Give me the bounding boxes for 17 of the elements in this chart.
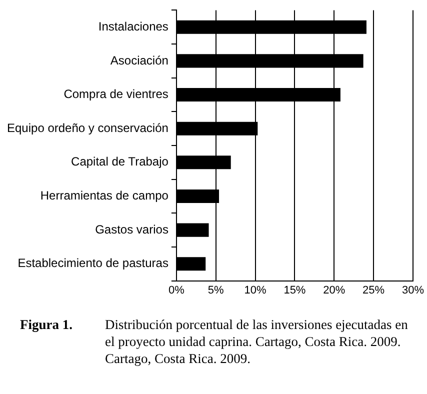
y-tick-label: Establecimiento de pasturas [18, 256, 168, 270]
x-tick-label: 5% [208, 284, 224, 296]
x-tick-label: 20% [323, 284, 346, 296]
text: Figura 1. [20, 316, 74, 334]
y-tick-label: Asociación [110, 53, 168, 68]
x-tick-label: 25% [362, 284, 385, 296]
text: Distribución porcentual de las inversiones ejecutadas en el proyecto unidad caprina. Cartago, Costa Rica. 2009. Cartago, Costa Rica. 2009. [105, 316, 409, 367]
x-tick-label: 30% [402, 284, 424, 296]
x-tick-label: 0% [168, 284, 185, 296]
y-tick-label: Herramientas de campo [40, 188, 169, 203]
x-tick-label: 15% [284, 284, 306, 296]
y-tick-label: Instalaciones [98, 19, 168, 34]
x-tick-label: 10% [244, 284, 267, 296]
y-tick-label: Gastos varios [95, 222, 168, 236]
y-tick-label: Compra de vientres [64, 87, 168, 102]
y-tick-label: Equipo ordeño y conservación [7, 120, 168, 135]
y-tick-label: Capital de Trabajo [71, 154, 169, 169]
